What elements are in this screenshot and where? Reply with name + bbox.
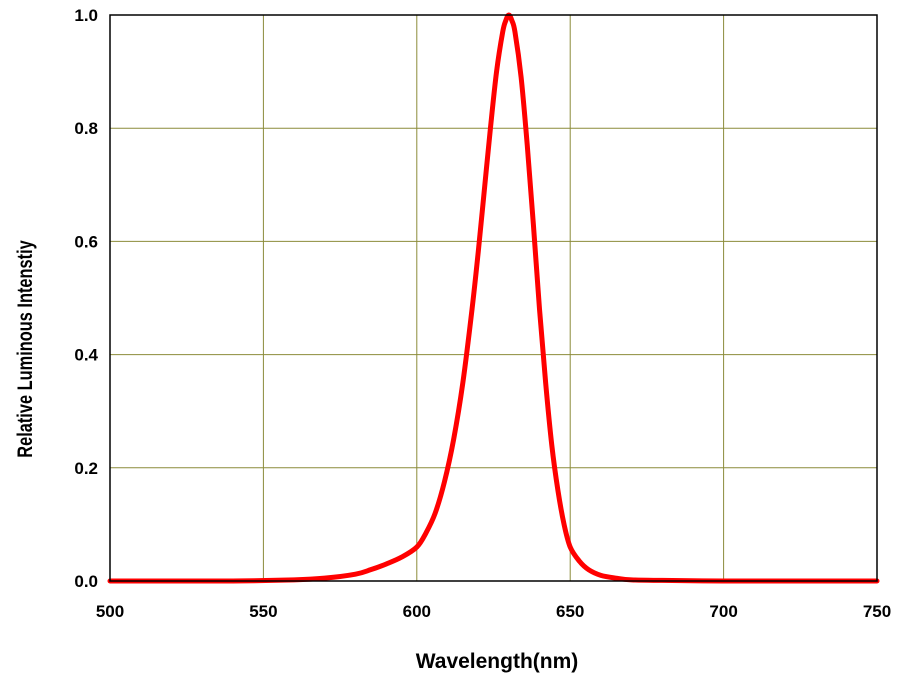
x-axis-title: Wavelength(nm) bbox=[416, 650, 579, 673]
y-tick-label: 1.0 bbox=[74, 6, 98, 25]
grid bbox=[110, 15, 877, 581]
y-tick-label: 0.4 bbox=[74, 346, 98, 365]
series-layer bbox=[107, 12, 880, 584]
y-tick-label: 0.0 bbox=[74, 572, 98, 591]
x-tick-label: 650 bbox=[556, 602, 584, 621]
x-tick-label: 700 bbox=[709, 602, 737, 621]
x-tick-label: 750 bbox=[863, 602, 891, 621]
x-tick-labels: 500 550 600 650 700 750 bbox=[96, 602, 891, 621]
series-line bbox=[107, 12, 880, 584]
y-axis-title: Relative Luminous Intenstiy bbox=[13, 240, 36, 458]
x-tick-label: 600 bbox=[403, 602, 431, 621]
plot-frame bbox=[109, 14, 878, 582]
y-tick-label: 0.2 bbox=[74, 459, 98, 478]
y-tick-label: 0.6 bbox=[74, 232, 98, 251]
x-tick-label: 500 bbox=[96, 602, 124, 621]
y-tick-labels: 0.0 0.2 0.4 0.6 0.8 1.0 bbox=[74, 6, 98, 591]
x-tick-label: 550 bbox=[249, 602, 277, 621]
y-tick-label: 0.8 bbox=[74, 119, 98, 138]
